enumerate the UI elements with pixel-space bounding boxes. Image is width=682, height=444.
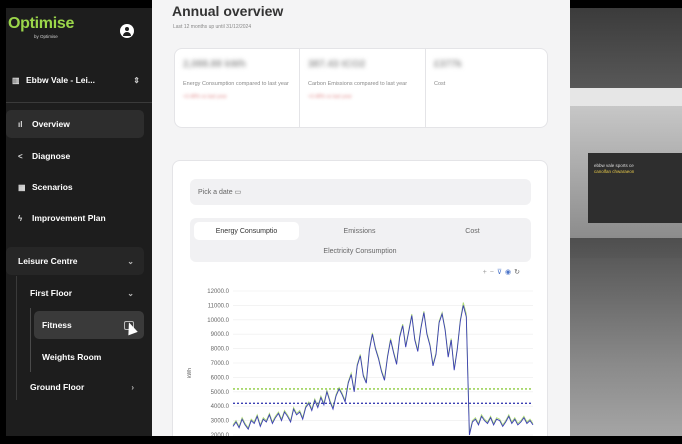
nav-item-label: Diagnose bbox=[32, 151, 71, 161]
nav-item-scenarios[interactable]: ▦ Scenarios bbox=[6, 173, 144, 201]
date-placeholder: Pick a date bbox=[198, 188, 233, 196]
stat-value: £377k bbox=[434, 59, 462, 70]
metric-tabs: Energy Consumptio Emissions Cost Electri… bbox=[190, 218, 531, 262]
eye-icon[interactable]: ◉ bbox=[505, 269, 515, 276]
sidebar-divider bbox=[6, 102, 152, 103]
logo-tagline: by Optimise bbox=[34, 34, 58, 39]
tree-item-label: Ground Floor bbox=[30, 382, 85, 392]
bolt-icon: ϟ bbox=[18, 213, 23, 223]
zoom-in-icon[interactable]: + bbox=[482, 269, 490, 276]
building-roof-image bbox=[570, 88, 682, 106]
stat-description: Cost bbox=[434, 81, 446, 87]
nav-item-label: Overview bbox=[32, 119, 70, 129]
nav-item-label: Scenarios bbox=[32, 182, 73, 192]
stat-emissions: 387.43 tCO2 Carbon Emissions compared to… bbox=[299, 49, 425, 127]
stat-energy: 2,088.88 kWh Energy Consumption compared… bbox=[175, 49, 299, 127]
tree-item-weights-room[interactable]: Weights Room bbox=[34, 343, 144, 371]
stat-cost: £377k Cost bbox=[425, 49, 549, 127]
y-tick-label: 8000.0 bbox=[211, 347, 230, 353]
settings-icon[interactable] bbox=[124, 320, 134, 330]
y-tick-label: 6000.0 bbox=[211, 375, 230, 381]
y-tick-label: 9000.0 bbox=[211, 332, 230, 338]
date-picker-input[interactable]: Pick a date ▭ bbox=[190, 179, 531, 205]
nav-item-label: Improvement Plan bbox=[32, 213, 106, 223]
page-subtitle: Last 12 months up until 31/12/2024 bbox=[173, 24, 252, 30]
tree-item-label: Fitness bbox=[42, 320, 72, 330]
tree-guide-line bbox=[16, 276, 17, 400]
chart-card: Pick a date ▭ Energy Consumptio Emission… bbox=[172, 160, 548, 436]
tree-item-label: First Floor bbox=[30, 288, 73, 298]
tree-guide-line bbox=[30, 308, 31, 372]
chart-toolbar: +−⊽◉↻ bbox=[483, 268, 523, 276]
stat-value: 2,088.88 kWh bbox=[183, 59, 246, 70]
site-selector[interactable]: ▥ Ebbw Vale - Lei... ⇕ bbox=[12, 68, 140, 92]
chevron-down-icon: ⌄ bbox=[127, 288, 134, 298]
y-tick-label: 5000.0 bbox=[211, 390, 230, 396]
stat-description: Energy Consumption compared to last year bbox=[183, 81, 289, 87]
refresh-icon[interactable]: ↻ bbox=[514, 269, 523, 276]
y-tick-label: 12000.0 bbox=[207, 289, 229, 295]
tree-item-ground-floor[interactable]: Ground Floor › bbox=[20, 373, 144, 401]
logo[interactable]: Optimise by Optimise bbox=[8, 15, 75, 39]
tree-item-first-floor[interactable]: First Floor ⌄ bbox=[20, 279, 144, 307]
tab-label: Energy Consumptio bbox=[215, 227, 278, 235]
tab-label: Cost bbox=[465, 227, 480, 235]
nav-item-improvement-plan[interactable]: ϟ Improvement Plan bbox=[6, 204, 144, 232]
series-line bbox=[232, 302, 534, 434]
site-selector-label: Ebbw Vale - Lei... bbox=[26, 75, 95, 85]
tab-label: Electricity Consumption bbox=[323, 247, 397, 255]
bar-chart-icon: ıl bbox=[18, 119, 23, 129]
calendar-icon: ▭ bbox=[234, 189, 242, 196]
y-tick-label: 10000.0 bbox=[207, 318, 229, 324]
sidebar: Optimise by Optimise ▥ Ebbw Vale - Lei..… bbox=[6, 8, 152, 436]
stat-delta: +3.48% vs last year bbox=[308, 93, 352, 100]
grid-icon: ▦ bbox=[18, 182, 26, 192]
stats-card: 2,088.88 kWh Energy Consumption compared… bbox=[174, 48, 548, 128]
tab-cost[interactable]: Cost bbox=[420, 222, 525, 240]
tab-emissions[interactable]: Emissions bbox=[307, 222, 412, 240]
energy-line-chart: 12000.0 11000.0 10000.0 9000.0 8000.0 7000.0 6… bbox=[187, 289, 534, 436]
zoom-out-icon[interactable]: − bbox=[489, 269, 497, 276]
main-content: Annual overview Last 12 months up until … bbox=[152, 0, 570, 436]
tab-energy-consumption[interactable]: Energy Consumptio bbox=[194, 222, 299, 240]
tree-item-leisure-centre[interactable]: Leisure Centre ⌄ bbox=[6, 247, 144, 275]
chevron-updown-icon: ⇕ bbox=[133, 75, 140, 85]
share-icon: < bbox=[18, 151, 23, 161]
stat-description: Carbon Emissions compared to last year bbox=[308, 81, 408, 87]
tree-item-label: Leisure Centre bbox=[18, 256, 78, 266]
webcam-video-panel: ebbw vale sports ce canolfan chwaraeon bbox=[570, 8, 682, 436]
y-tick-label: 11000.0 bbox=[208, 303, 230, 309]
building-sign-graphic: ebbw vale sports ce canolfan chwaraeon bbox=[594, 163, 635, 174]
logo-text: Optimise bbox=[8, 15, 75, 32]
tab-label: Emissions bbox=[343, 227, 376, 235]
tab-electricity-consumption[interactable]: Electricity Consumption bbox=[295, 242, 425, 260]
ground-image bbox=[570, 258, 682, 436]
y-tick-label: 3000.0 bbox=[211, 419, 230, 425]
stat-value: 387.43 tCO2 bbox=[308, 59, 366, 70]
series-line bbox=[232, 305, 534, 436]
account-icon[interactable] bbox=[120, 24, 134, 38]
nav-item-overview[interactable]: ıl Overview bbox=[6, 110, 144, 138]
chevron-right-icon: › bbox=[131, 382, 134, 392]
filter-icon[interactable]: ⊽ bbox=[496, 269, 506, 276]
y-axis-label: kWh bbox=[187, 368, 193, 378]
building-sign-image bbox=[588, 153, 682, 223]
y-tick-label: 7000.0 bbox=[211, 361, 230, 367]
y-tick-label: 2000.0 bbox=[211, 433, 230, 436]
page-title: Annual overview bbox=[172, 3, 284, 19]
building-icon: ▥ bbox=[12, 75, 20, 85]
tree-item-fitness[interactable]: Fitness bbox=[34, 311, 144, 339]
y-tick-label: 4000.0 bbox=[211, 404, 230, 410]
chevron-down-icon: ⌄ bbox=[127, 256, 134, 266]
nav-item-diagnose[interactable]: < Diagnose bbox=[6, 142, 144, 170]
tree-item-label: Weights Room bbox=[42, 352, 102, 362]
stat-delta: +3.48% vs last year bbox=[183, 93, 227, 100]
